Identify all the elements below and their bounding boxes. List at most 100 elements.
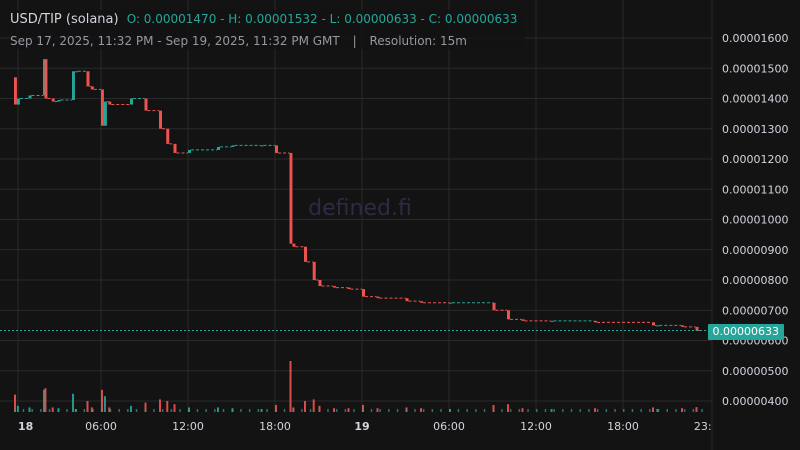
candle[interactable]: [260, 145, 264, 147]
candle[interactable]: [652, 322, 655, 326]
candle[interactable]: [217, 146, 220, 150]
volume-bar: [614, 409, 616, 412]
volume-bar: [173, 404, 176, 412]
volume-bar: [83, 409, 86, 412]
volume-bar: [492, 405, 495, 412]
volume-bar: [379, 409, 381, 412]
candle[interactable]: [231, 145, 235, 147]
time-tick-label: 12:00: [172, 420, 204, 433]
volume-bar: [127, 409, 129, 412]
volume-bar: [222, 409, 225, 412]
volume-bar: [266, 409, 268, 412]
candle[interactable]: [74, 71, 78, 73]
candle[interactable]: [656, 325, 660, 327]
candle[interactable]: [101, 89, 104, 126]
candle[interactable]: [492, 302, 496, 311]
volume-bar: [153, 409, 155, 412]
volume-bar: [309, 409, 312, 412]
candle[interactable]: [188, 149, 191, 153]
candle[interactable]: [449, 302, 452, 304]
time-tick-label: 18:00: [259, 420, 291, 433]
volume-bar: [51, 407, 54, 412]
volume-bar: [553, 409, 555, 412]
candle[interactable]: [43, 59, 45, 96]
volume-bar: [396, 409, 399, 412]
candle[interactable]: [292, 243, 296, 247]
candle[interactable]: [51, 98, 55, 102]
volume-bar: [562, 409, 564, 412]
volume-bar: [666, 409, 668, 412]
candle[interactable]: [86, 71, 90, 87]
volume-bar: [28, 407, 31, 412]
candle[interactable]: [44, 59, 48, 99]
volume-bar: [130, 405, 132, 412]
volume-bar: [507, 404, 509, 412]
candle[interactable]: [695, 326, 699, 331]
time-axis[interactable]: 18 06:00 12:00 18:00 19 06:00 12:00 18:00 23:: [18, 420, 712, 433]
volume-bar: [40, 409, 42, 412]
volume-bar: [166, 401, 169, 412]
candle[interactable]: [72, 71, 75, 101]
volume-bar: [260, 409, 263, 412]
candle[interactable]: [130, 98, 133, 105]
candle[interactable]: [57, 100, 61, 102]
candle[interactable]: [312, 261, 316, 280]
time-tick-label: 23:: [694, 420, 712, 433]
volume-bar: [605, 409, 608, 412]
volume-bar: [257, 409, 260, 412]
volume-bar: [640, 409, 642, 412]
volume-bar: [376, 408, 379, 412]
price-tick-label: 0.00000500: [722, 365, 788, 378]
candle[interactable]: [28, 95, 32, 99]
price-axis[interactable]: 0.000004000.000005000.000006000.00000700…: [722, 32, 788, 408]
volume-bar: [675, 409, 677, 412]
candle[interactable]: [289, 152, 293, 244]
last-price-tag: 0.00000633: [707, 324, 784, 340]
volume-bar: [440, 409, 442, 412]
candle[interactable]: [90, 86, 94, 90]
candle[interactable]: [333, 286, 336, 288]
candle[interactable]: [103, 101, 107, 126]
candle[interactable]: [173, 143, 177, 153]
candle[interactable]: [405, 298, 409, 302]
ohlc-values: O: 0.00001470 - H: 0.00001532 - L: 0.000…: [126, 12, 518, 26]
volume-bar: [521, 408, 524, 412]
legend-separator: |: [352, 34, 357, 48]
legend-title-row: USD/TIP (solana) O: 0.00001470 - H: 0.00…: [10, 10, 517, 29]
volume-bar: [544, 409, 547, 412]
candle[interactable]: [275, 145, 278, 153]
time-tick-label: 18: [18, 420, 33, 433]
candle[interactable]: [304, 246, 307, 262]
volume-bar: [301, 409, 303, 412]
volume-bar: [179, 409, 181, 412]
candle[interactable]: [507, 310, 510, 320]
candles[interactable]: [14, 59, 703, 332]
candle[interactable]: [14, 77, 17, 105]
candle[interactable]: [159, 110, 162, 129]
volume-bar: [144, 409, 146, 412]
candle[interactable]: [681, 325, 684, 327]
volume-bar: [588, 409, 590, 412]
volume-bar: [214, 409, 216, 412]
volume-bar: [44, 388, 47, 412]
candle[interactable]: [166, 128, 170, 144]
candle[interactable]: [318, 280, 322, 287]
candle[interactable]: [108, 101, 112, 105]
candle[interactable]: [594, 320, 597, 323]
candle[interactable]: [16, 98, 20, 105]
candle[interactable]: [362, 289, 365, 297]
candle[interactable]: [347, 287, 351, 290]
candle[interactable]: [376, 296, 380, 299]
price-tick-label: 0.00000700: [722, 304, 788, 317]
volume-bar: [135, 409, 138, 412]
candle[interactable]: [550, 320, 554, 322]
volume-bar: [292, 409, 294, 412]
candle[interactable]: [521, 319, 525, 321]
volume-bar: [248, 409, 251, 412]
candle[interactable]: [144, 98, 148, 111]
candle[interactable]: [420, 301, 423, 303]
volume-bar: [701, 409, 703, 412]
volume-bar: [318, 405, 321, 412]
volume-bar: [353, 409, 355, 412]
